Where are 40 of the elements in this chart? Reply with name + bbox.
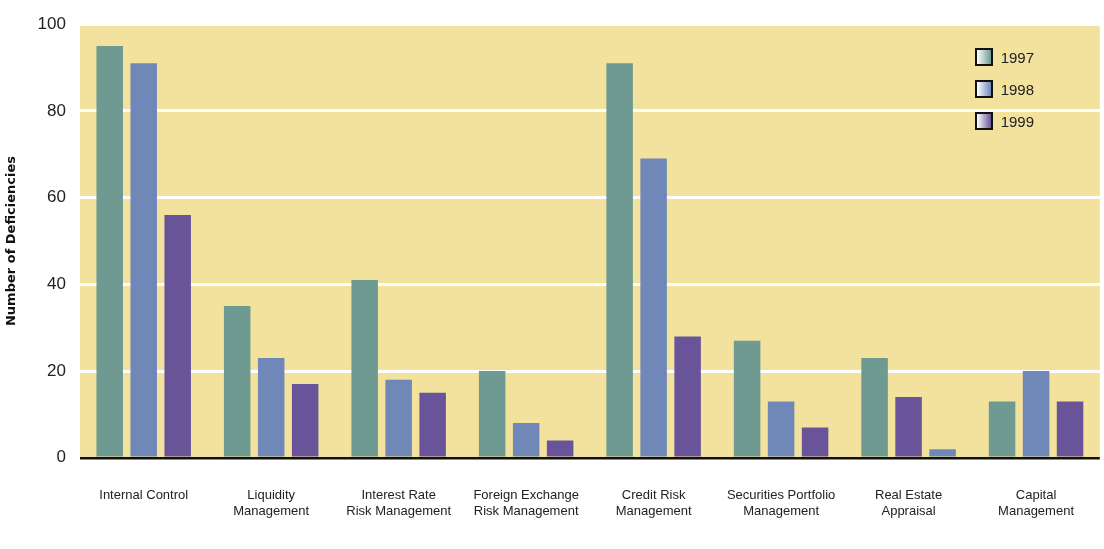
bar	[512, 423, 540, 457]
bar	[419, 392, 446, 457]
bar	[164, 214, 191, 457]
y-tick-label: 20	[47, 360, 66, 380]
bar	[351, 280, 378, 457]
legend-label: 1999	[1000, 112, 1034, 130]
bar	[130, 63, 157, 457]
bar	[291, 384, 319, 457]
bar	[478, 371, 506, 457]
y-axis-title: Number of Deficiencies	[3, 155, 19, 327]
bar	[546, 440, 574, 457]
x-tick-label: Credit Risk Management	[615, 487, 692, 518]
bar	[1056, 401, 1084, 457]
y-tick-label: 0	[56, 447, 66, 467]
x-tick-label: Interest Rate Risk Management	[346, 487, 452, 518]
y-tick-label: 100	[37, 13, 66, 33]
x-tick-label: Foreign Exchange Risk Management	[473, 487, 579, 518]
y-tick-label: 60	[47, 187, 66, 207]
y-tick-label: 80	[47, 100, 66, 120]
bar	[223, 306, 251, 457]
bar	[767, 401, 795, 457]
bar	[257, 358, 285, 457]
x-tick-label: Capital Management	[998, 487, 1075, 518]
bar	[385, 379, 412, 457]
bar	[988, 401, 1016, 457]
x-tick-label: Securities Portfolio Management	[726, 487, 836, 518]
legend-label: 1997	[1000, 48, 1034, 66]
bar	[640, 158, 667, 457]
legend-label: 1998	[1000, 80, 1034, 98]
bar	[96, 45, 123, 457]
x-tick-label: Internal Control	[99, 487, 189, 503]
x-tick-label: Liquidity Management	[233, 487, 310, 518]
x-tick-label: Real Estate Appraisal	[874, 487, 943, 518]
bar	[606, 63, 633, 457]
bar	[1022, 371, 1050, 457]
bar	[801, 427, 829, 457]
bar	[674, 336, 701, 457]
y-tick-label: 40	[47, 274, 66, 294]
bar	[861, 358, 888, 457]
bar	[733, 340, 761, 457]
